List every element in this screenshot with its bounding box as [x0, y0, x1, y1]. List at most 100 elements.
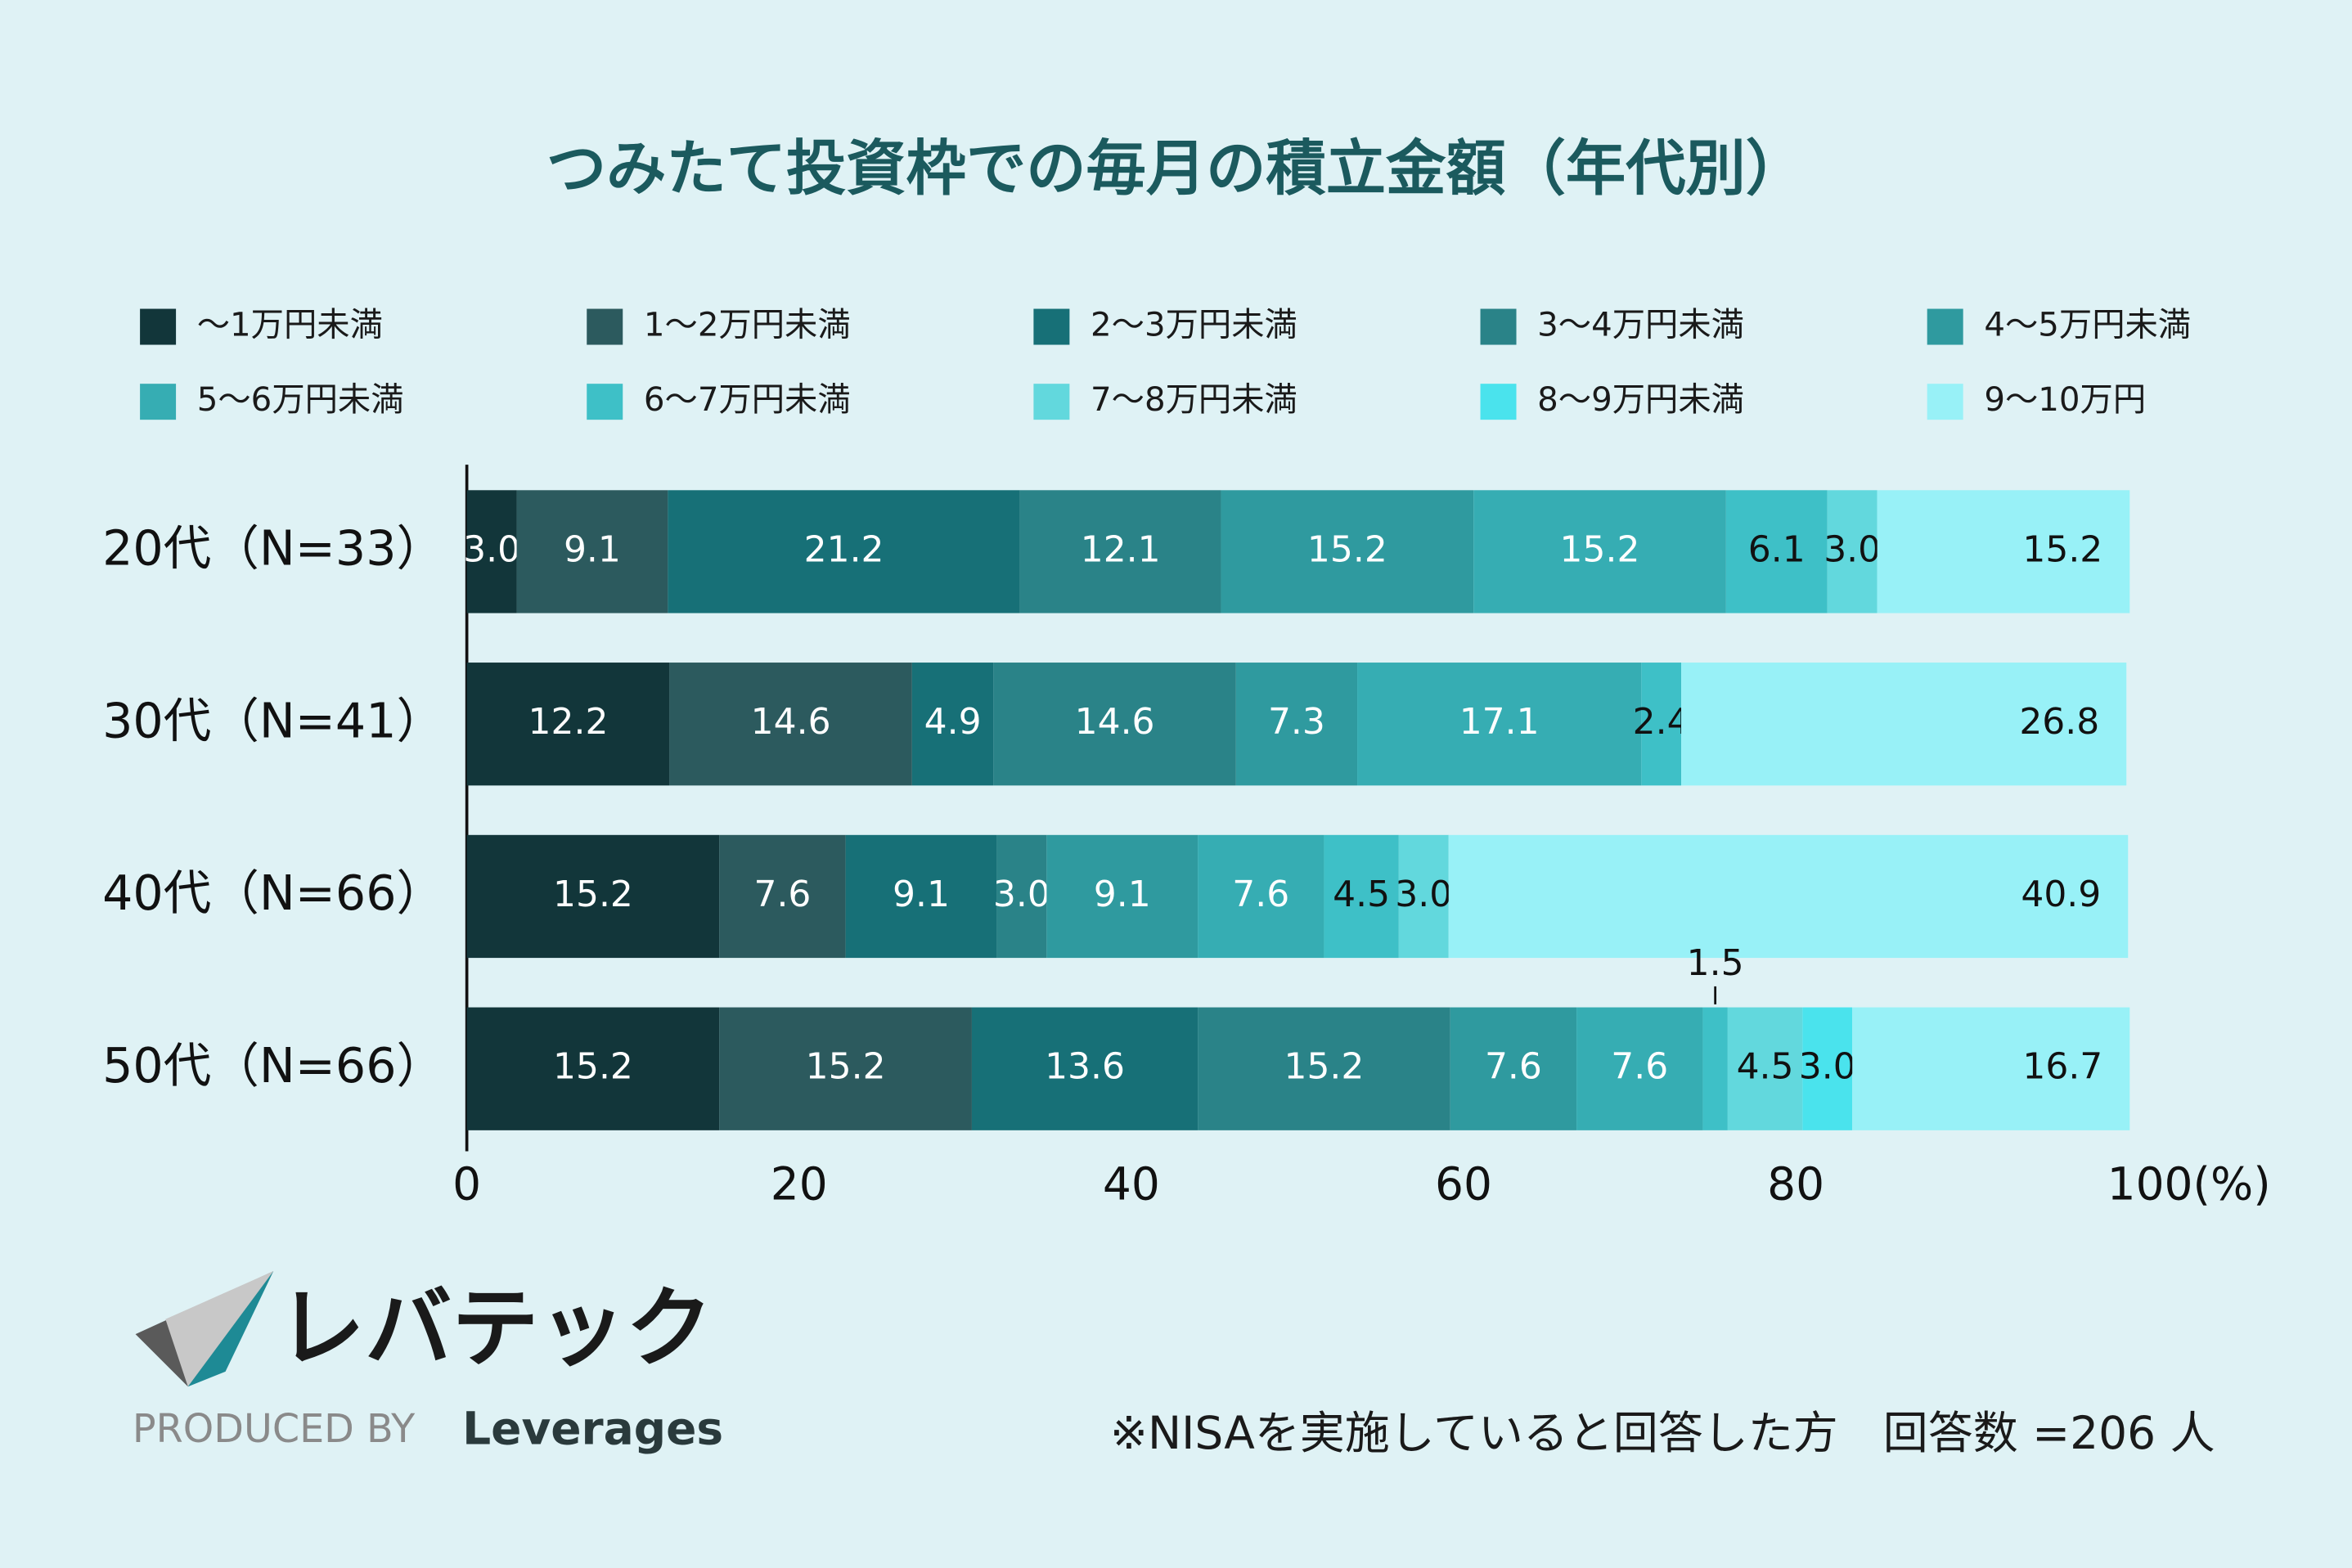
- data-label: 9.1: [564, 528, 621, 570]
- legend-swatch: [1480, 384, 1517, 420]
- data-label: 12.1: [1081, 528, 1161, 570]
- bar-segment: [1448, 834, 2129, 959]
- data-label: 3.0: [463, 528, 520, 570]
- data-label: 3.0: [1799, 1046, 1856, 1088]
- y-tick-label: 20代（N=33）: [102, 521, 444, 577]
- bar-segment: [1398, 834, 1449, 959]
- legend-swatch: [1480, 308, 1517, 345]
- brand-name: レバテック: [278, 1278, 713, 1379]
- bar-segment: [466, 490, 517, 613]
- bar-segment: [668, 490, 1020, 613]
- bar-segment: [1357, 663, 1642, 786]
- bar-segment: [1046, 834, 1198, 959]
- x-tick-label: 80: [1767, 1158, 1824, 1211]
- bar-segment: [911, 663, 994, 786]
- data-label: 7.6: [753, 874, 811, 915]
- data-label: 1.5: [1687, 942, 1744, 984]
- data-label: 4.5: [1737, 1046, 1794, 1088]
- x-tick-label: 0: [452, 1158, 481, 1211]
- bar-segment: [996, 834, 1047, 959]
- brand: Leverages: [462, 1402, 723, 1454]
- bar-segment: [1727, 1007, 1803, 1130]
- data-label: 14.6: [751, 701, 831, 743]
- data-label: 15.2: [1560, 528, 1640, 570]
- data-label: 14.6: [1075, 701, 1155, 743]
- data-label: 9.1: [893, 874, 950, 915]
- legend-label: 8～9万円未満: [1537, 380, 1744, 419]
- legend-label: ～1万円未満: [197, 306, 383, 344]
- data-label: 15.2: [553, 874, 633, 915]
- data-label: 13.6: [1045, 1046, 1125, 1088]
- bar-segment: [516, 490, 668, 613]
- data-label: 21.2: [804, 528, 884, 570]
- legend-swatch: [1033, 308, 1070, 345]
- data-label: 15.2: [1284, 1046, 1364, 1088]
- bar-segment: [1641, 663, 1682, 786]
- legend-label: 7～8万円未満: [1091, 380, 1297, 419]
- legend-swatch: [140, 384, 177, 420]
- bar-segment: [1802, 1007, 1853, 1130]
- legend-label: 1～2万円未満: [644, 306, 851, 344]
- legend-label: 4～5万円未満: [1984, 306, 2191, 344]
- data-label: 6.1: [1748, 528, 1806, 570]
- data-label: 15.2: [2022, 528, 2102, 570]
- legend-swatch: [1927, 384, 1963, 420]
- bar-segment: [1576, 1007, 1703, 1130]
- data-label: 7.6: [1485, 1046, 1542, 1088]
- chart-title: つみたて投資枠での毎月の積立金額（年代別）: [546, 134, 1806, 204]
- legend-swatch: [140, 308, 177, 345]
- bar-segment: [971, 1007, 1198, 1130]
- bar-segment: [1324, 834, 1399, 959]
- data-label: 3.0: [1395, 874, 1452, 915]
- bar-segment: [1235, 663, 1358, 786]
- bar-segment: [669, 663, 912, 786]
- produced-by: PRODUCED BY: [133, 1407, 416, 1452]
- bar-segment: [1681, 663, 2127, 786]
- logo-shape: [165, 1271, 274, 1387]
- bar-segment: [1827, 490, 1878, 613]
- data-label: 4.9: [924, 701, 982, 743]
- data-label: 26.8: [2019, 701, 2099, 743]
- bar-segment: [466, 663, 670, 786]
- data-label: 12.2: [528, 701, 609, 743]
- bar-segment: [719, 1007, 972, 1130]
- data-label: 9.1: [1094, 874, 1151, 915]
- bar-segment: [993, 663, 1236, 786]
- bar-segment: [1019, 490, 1221, 613]
- bar-segment: [1702, 1007, 1728, 1130]
- y-tick-label: 40代（N=66）: [102, 865, 444, 921]
- y-tick-label: 50代（N=66）: [102, 1038, 444, 1094]
- data-label: 7.6: [1611, 1046, 1668, 1088]
- bar-segment: [1852, 1007, 2130, 1130]
- bar-segment: [1198, 1007, 1450, 1130]
- legend-swatch: [587, 384, 623, 420]
- legend-swatch: [1033, 384, 1070, 420]
- data-label: 15.2: [553, 1046, 633, 1088]
- bar-segment: [719, 834, 846, 959]
- legend-label: 3～4万円未満: [1537, 306, 1744, 344]
- legend-label: 6～7万円未満: [644, 380, 851, 419]
- legend-swatch: [587, 308, 623, 345]
- data-label: 3.0: [1824, 528, 1881, 570]
- legend-label: 9～10万円: [1984, 380, 2146, 419]
- data-label: 16.7: [2022, 1046, 2102, 1088]
- note: ※NISAを実施していると回答した方 回答数 =206 人: [1110, 1407, 2215, 1459]
- legend-label: 5～6万円未満: [197, 380, 404, 419]
- bar-segment: [466, 1007, 720, 1130]
- legend-label: 2～3万円未満: [1091, 306, 1297, 344]
- data-label: 4.5: [1333, 874, 1390, 915]
- legend-swatch: [1927, 308, 1963, 345]
- bar-segment: [1450, 1007, 1577, 1130]
- bar-segment: [1725, 490, 1828, 613]
- data-label: 15.2: [1307, 528, 1387, 570]
- bar-segment: [1877, 490, 2130, 613]
- data-label: 7.6: [1232, 874, 1289, 915]
- data-label: 7.3: [1268, 701, 1325, 743]
- bar-segment: [845, 834, 997, 959]
- bar-segment: [1221, 490, 1474, 613]
- x-tick-label: 60: [1435, 1158, 1492, 1211]
- data-label: 3.0: [993, 874, 1050, 915]
- bar-segment: [1473, 490, 1726, 613]
